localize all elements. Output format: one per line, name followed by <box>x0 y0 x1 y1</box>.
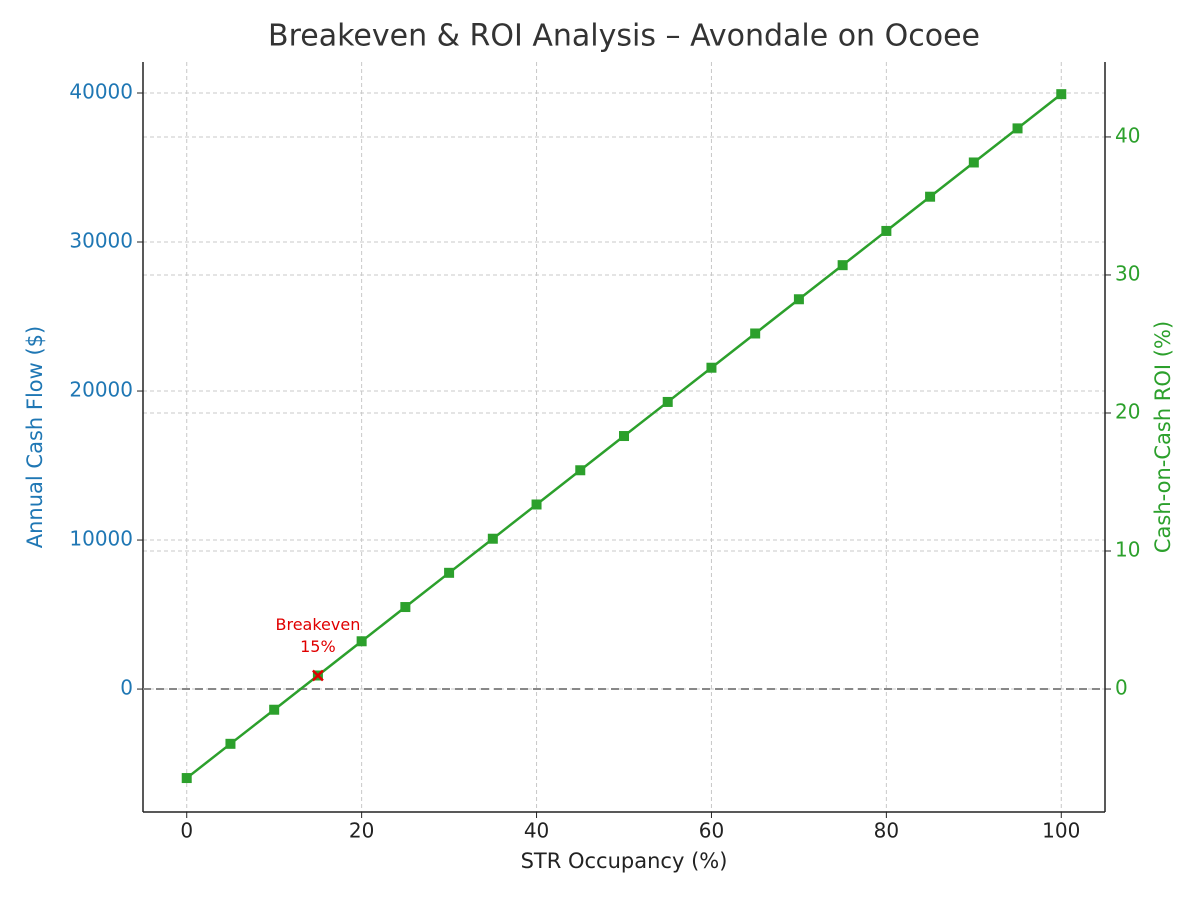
y2-tick-label: 40 <box>1115 123 1140 147</box>
data-point <box>1012 123 1023 134</box>
data-point <box>356 636 367 647</box>
data-point <box>444 567 455 578</box>
x-tick-label: 20 <box>349 819 374 843</box>
y-tick-label: 20000 <box>69 378 133 402</box>
y2-tick-label: 10 <box>1115 538 1140 562</box>
y2-tick-label: 30 <box>1115 261 1140 285</box>
x-tick-label: 40 <box>524 819 549 843</box>
data-point <box>881 225 892 236</box>
y-tick-label: 10000 <box>69 527 133 551</box>
breakeven-marker <box>312 669 324 682</box>
data-point <box>487 533 498 544</box>
data-point <box>531 499 542 510</box>
y-tick-label: 40000 <box>69 79 133 103</box>
annotation-text: Breakeven <box>275 615 360 634</box>
x-tick-label: 60 <box>699 819 724 843</box>
x-axis-label: STR Occupancy (%) <box>521 849 728 873</box>
x-tick-label: 0 <box>180 819 193 843</box>
data-point <box>968 157 979 168</box>
y-axis-label: Annual Cash Flow ($) <box>23 326 47 549</box>
data-point <box>793 294 804 305</box>
annotation-text: 15% <box>300 637 336 656</box>
data-point <box>837 260 848 271</box>
data-point <box>400 602 411 613</box>
chart-title: Breakeven & ROI Analysis – Avondale on O… <box>268 19 980 54</box>
x-tick-label: 100 <box>1042 819 1080 843</box>
data-point <box>181 773 192 784</box>
data-point <box>662 396 673 407</box>
x-tick-label: 80 <box>874 819 899 843</box>
data-point <box>925 191 936 202</box>
y-tick-label: 0 <box>120 676 133 700</box>
data-point <box>269 704 280 715</box>
data-point <box>750 328 761 339</box>
y2-tick-label: 0 <box>1115 676 1128 700</box>
data-point <box>706 362 717 373</box>
y2-axis-label: Cash-on-Cash ROI (%) <box>1151 321 1175 553</box>
data-point <box>1056 89 1067 100</box>
y-tick-label: 30000 <box>69 229 133 253</box>
y2-tick-label: 20 <box>1115 399 1140 423</box>
data-point <box>575 465 586 476</box>
data-point <box>225 738 236 749</box>
data-point <box>619 431 629 442</box>
